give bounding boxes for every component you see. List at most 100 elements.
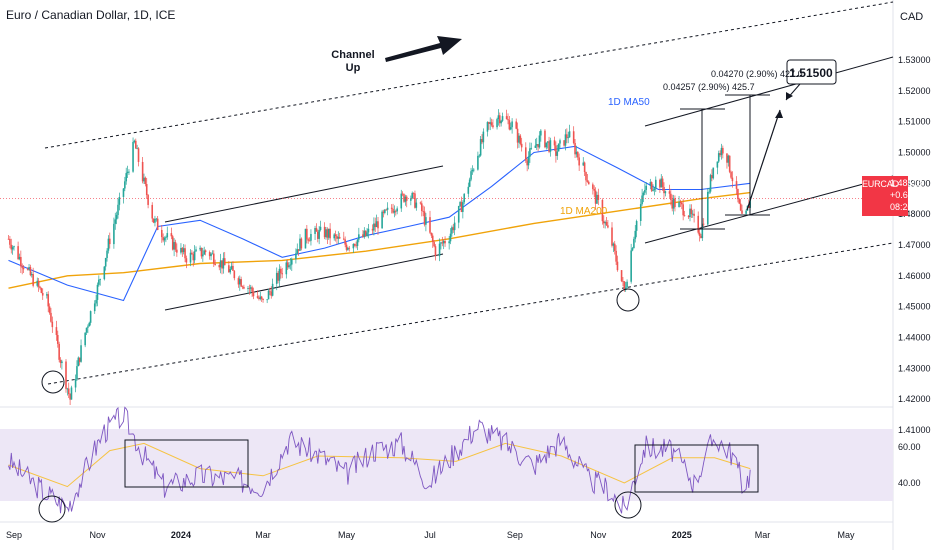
candle-body	[683, 215, 686, 217]
candle-body	[271, 283, 274, 296]
candle-body	[419, 202, 422, 204]
time-tick-label: May	[837, 530, 855, 540]
candle-body	[563, 140, 565, 146]
candle-body	[635, 221, 638, 231]
target-box	[786, 59, 837, 85]
candle-body	[367, 228, 370, 233]
candle-body	[404, 196, 407, 202]
candle-body	[238, 279, 241, 285]
candle-body	[739, 203, 742, 211]
candle-body	[248, 288, 251, 289]
candle-body	[706, 191, 709, 225]
candle-body	[17, 246, 19, 260]
candle-body	[441, 242, 444, 244]
candle-body	[530, 147, 533, 149]
rsi-series	[8, 406, 751, 514]
candle-body	[48, 306, 51, 313]
price-tick-label: 1.49000	[898, 178, 931, 188]
candle-body	[578, 157, 580, 166]
candle-body	[249, 287, 252, 289]
candle-body	[182, 248, 185, 253]
last-price-badge: EURCAD 1.48513 +0.66% 08:20:26	[862, 176, 925, 216]
candle-body	[661, 178, 664, 188]
candle-body	[678, 202, 680, 208]
candle-body	[69, 394, 71, 400]
ma200-series	[8, 191, 751, 289]
candle-body	[410, 198, 412, 201]
candle-body	[486, 122, 489, 132]
current-channel-top	[644, 56, 894, 127]
price-tick-label: 1.41000	[898, 425, 931, 435]
candle-body	[155, 218, 158, 220]
candle-body	[290, 259, 293, 265]
candle-body	[623, 281, 626, 291]
candle-body	[492, 125, 494, 128]
rsi-range-box-2	[634, 444, 759, 493]
candle-body	[326, 229, 329, 238]
candle-body	[118, 196, 121, 205]
time-tick-label: 2025	[672, 530, 692, 540]
candle-body	[319, 226, 322, 230]
candle-body	[501, 116, 504, 121]
candle-body	[39, 286, 41, 289]
candle-body	[716, 161, 719, 168]
channel-label-line1: Channel	[331, 49, 374, 61]
candle-body	[99, 279, 102, 280]
candle-body	[453, 222, 456, 231]
candle-body	[56, 335, 59, 344]
candle-body	[299, 238, 301, 251]
candle-body	[141, 161, 144, 182]
candle-body	[218, 264, 221, 268]
candle-body	[634, 230, 637, 239]
candle-body	[126, 171, 129, 174]
candle-body	[478, 155, 481, 157]
candle-body	[674, 198, 676, 208]
candle-body	[192, 254, 195, 261]
candle-body	[639, 204, 642, 222]
candle-body	[711, 175, 713, 179]
candle-body	[147, 195, 149, 205]
candle-body	[318, 229, 320, 239]
time-tick-label: Mar	[755, 530, 771, 540]
candle-body	[586, 180, 589, 182]
candle-body	[412, 192, 415, 194]
candle-body	[278, 268, 281, 281]
candle-body	[304, 228, 307, 249]
candle-body	[103, 266, 106, 280]
candle-body	[115, 214, 118, 220]
candle-body	[243, 286, 245, 289]
candle-body	[559, 140, 561, 144]
ma50-label: 1D MA50	[608, 97, 650, 108]
candle-body	[585, 171, 587, 181]
price-axis: 1.53000 1.52000 1.51000 1.50000 1.49000 1.480…	[898, 55, 931, 435]
candle-body	[381, 211, 383, 229]
candle-body	[96, 284, 99, 300]
candle-body	[229, 269, 232, 273]
candle-body	[457, 206, 460, 223]
candle-body	[180, 247, 182, 253]
candle-body	[709, 175, 712, 192]
candle-body	[392, 208, 394, 213]
candle-body	[262, 298, 264, 301]
current-channel-bottom	[644, 175, 894, 244]
candle-body	[616, 261, 619, 271]
candle-body	[222, 258, 225, 269]
candle-body	[233, 270, 236, 279]
candle-body	[602, 221, 605, 224]
candle-body	[488, 122, 490, 124]
candle-body	[519, 135, 522, 144]
price-tick-label: 1.52000	[898, 86, 931, 96]
ma50-series	[8, 145, 751, 302]
candle-body	[275, 272, 278, 284]
candle-body	[329, 228, 331, 239]
candle-body	[728, 155, 731, 172]
candle-body	[160, 229, 163, 238]
candle-body	[727, 155, 730, 163]
candle-body	[529, 148, 531, 157]
candle-body	[471, 169, 474, 172]
candle-body	[51, 321, 54, 328]
price-tick-label: 1.45000	[898, 302, 931, 312]
candle-body	[308, 240, 311, 242]
candle-body	[191, 252, 193, 255]
